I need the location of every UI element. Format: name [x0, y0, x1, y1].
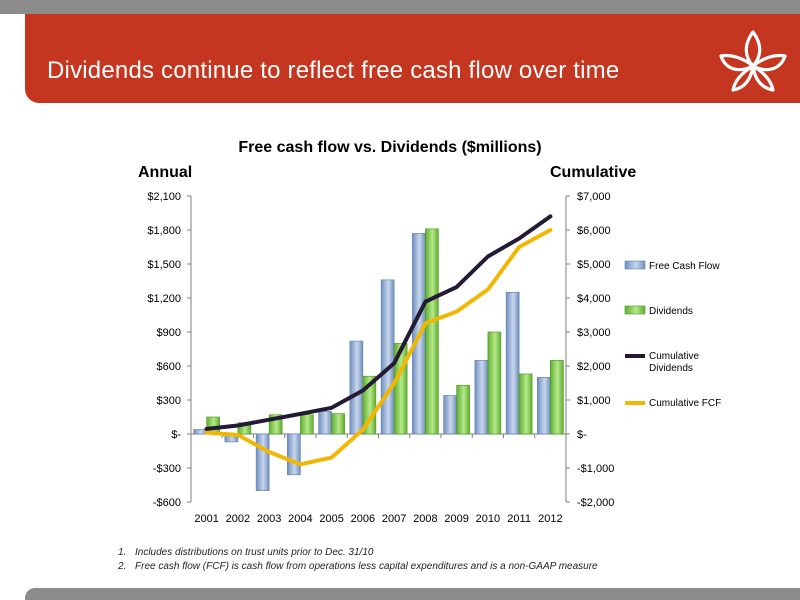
dividends-bar — [550, 360, 564, 435]
cumulative-dividends-line — [204, 214, 553, 431]
right-tick-label: $7,000 — [577, 191, 611, 203]
bars — [193, 228, 564, 491]
right-axis-label: Cumulative — [550, 164, 636, 181]
x-tick-label: 2011 — [507, 513, 531, 525]
lotus-flower-logo — [719, 30, 787, 92]
dividends-bar — [425, 228, 439, 435]
right-tick-label: $2,000 — [577, 361, 611, 373]
x-tick-label: 2001 — [194, 513, 218, 525]
footnote-number: 1. — [118, 547, 127, 558]
header-banner: Dividends continue to reflect free cash … — [25, 14, 800, 103]
fcf-bar — [255, 433, 270, 491]
lines — [204, 214, 553, 467]
fcf-bar — [505, 292, 520, 435]
left-tick-label: $- — [171, 429, 181, 441]
left-tick-label: $1,500 — [147, 259, 181, 271]
x-tick-label: 2010 — [476, 513, 500, 525]
cumulative-fcf-line — [204, 228, 553, 467]
fcf-bar — [318, 411, 332, 435]
footnote-text: Free cash flow (FCF) is cash flow from o… — [135, 561, 598, 572]
footnote: 2. Free cash flow (FCF) is cash flow fro… — [118, 560, 598, 574]
chart-title: Free cash flow vs. Dividends ($millions) — [238, 139, 541, 156]
footnotes: 1. Includes distributions on trust units… — [118, 546, 598, 574]
left-tick-label: $300 — [157, 395, 181, 407]
axes: $2,100 $1,800 $1,500 $1,200 $900 $600 $300 $- -$… — [147, 191, 614, 525]
x-tick-label: 2006 — [351, 513, 375, 525]
fcf-bar — [443, 395, 457, 435]
right-tick-label: $- — [577, 429, 587, 441]
right-tick-label: -$2,000 — [577, 497, 614, 509]
x-tick-label: 2008 — [413, 513, 437, 525]
legend-label-fcf: Free Cash Flow — [649, 261, 720, 272]
dividends-bar — [487, 331, 502, 435]
right-tick-label: $5,000 — [577, 259, 611, 271]
top-stripe — [0, 0, 800, 14]
right-tick-label: $4,000 — [577, 293, 611, 305]
x-tick-label: 2002 — [226, 513, 250, 525]
x-tick-label: 2009 — [444, 513, 468, 525]
left-tick-label: $1,800 — [147, 225, 181, 237]
right-tick-label: $1,000 — [577, 395, 611, 407]
dividends-bar — [518, 373, 533, 435]
left-tick-label: $900 — [157, 327, 181, 339]
left-tick-label: -$300 — [153, 463, 181, 475]
fcf-bar — [349, 340, 364, 435]
left-axis-label: Annual — [138, 164, 192, 181]
left-tick-label: -$600 — [153, 497, 181, 509]
dividends-bar — [456, 384, 470, 435]
x-tick-label: 2004 — [288, 513, 312, 525]
bottom-bar — [25, 588, 800, 600]
fcf-bar — [380, 279, 395, 435]
x-tick-label: 2005 — [319, 513, 343, 525]
x-tick-label: 2012 — [538, 513, 562, 525]
dividends-bar — [300, 414, 314, 435]
footnote: 1. Includes distributions on trust units… — [118, 546, 598, 560]
left-tick-label: $2,100 — [147, 191, 181, 203]
fcf-bar — [193, 429, 207, 435]
right-tick-label: -$1,000 — [577, 463, 614, 475]
fcf-bar — [537, 377, 551, 435]
dividends-bar — [362, 375, 377, 435]
legend-swatch-fcf — [624, 260, 646, 270]
footnote-text: Includes distributions on trust units pr… — [135, 547, 374, 558]
x-tick-label: 2003 — [257, 513, 281, 525]
fcf-bar — [474, 360, 489, 435]
fcf-bar — [287, 433, 301, 476]
legend: Free Cash Flow Dividends Cumulative Dividen… — [624, 260, 721, 409]
legend-swatch-dividends — [624, 305, 646, 315]
footnote-number: 2. — [118, 561, 127, 572]
legend-label-cum-dividends: Cumulative Dividends — [649, 351, 699, 374]
left-tick-label: $1,200 — [147, 293, 181, 305]
legend-label-dividends: Dividends — [649, 306, 693, 317]
right-tick-label: $6,000 — [577, 225, 611, 237]
left-tick-label: $600 — [157, 361, 181, 373]
right-tick-label: $3,000 — [577, 327, 611, 339]
page-title: Dividends continue to reflect free cash … — [47, 57, 620, 84]
x-tick-label: 2007 — [382, 513, 406, 525]
legend-label-cum-fcf: Cumulative FCF — [649, 398, 721, 409]
dividends-bar — [331, 413, 345, 435]
